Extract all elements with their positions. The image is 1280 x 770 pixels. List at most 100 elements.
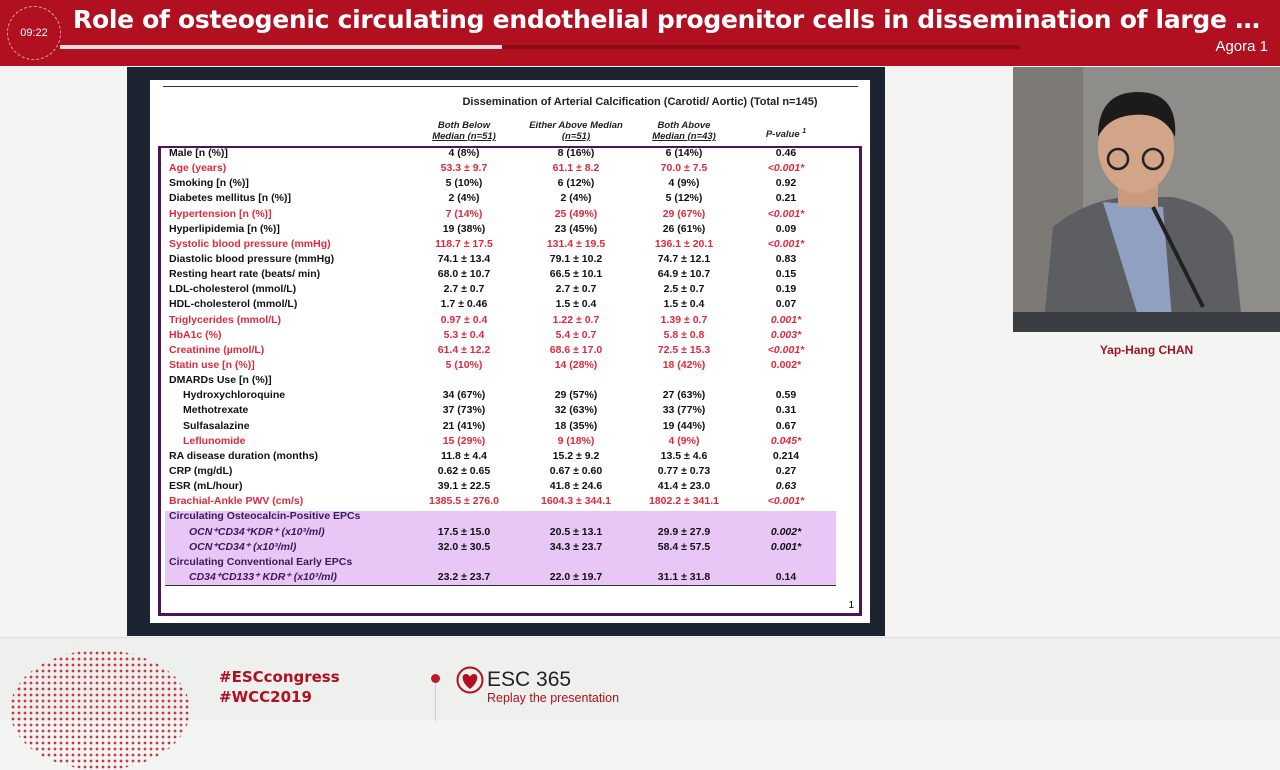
hashtag-wcc2019[interactable]: #WCC2019: [219, 688, 312, 706]
table-row: HbA1c (%) 5.3 ± 0.4 5.4 ± 0.7 5.8 ± 0.8 0.00…: [169, 329, 849, 344]
row-label: Hydroxychloroquine: [183, 389, 286, 402]
p-value: 0.15: [775, 268, 797, 281]
column-header: P-value 1: [766, 126, 806, 140]
cell-value: 66.5 ± 10.1: [549, 268, 603, 281]
row-label: HbA1c (%): [169, 328, 222, 341]
cell-value: 18 (35%): [554, 419, 598, 432]
p-value: 0.14: [775, 570, 797, 583]
cell-value: 2.5 ± 0.7: [663, 283, 705, 296]
row-label: RA disease duration (months): [169, 449, 318, 462]
table-row: Statin use [n (%)] 5 (10%) 14 (28%) 18 (42%…: [169, 359, 849, 374]
row-label: Circulating Osteocalcin-Positive EPCs: [169, 510, 361, 523]
row-label: OCN⁺CD34⁺ (x10³/ml): [189, 540, 297, 553]
cell-value: 9 (18%): [557, 434, 595, 447]
p-value: 0.003*: [770, 328, 802, 341]
esc365-title[interactable]: ESC 365: [487, 668, 572, 691]
column-header: Either Above Median (n=51): [529, 120, 623, 142]
cell-value: 74.7 ± 12.1: [657, 252, 711, 265]
cell-value: 131.4 ± 19.5: [546, 237, 606, 250]
row-label: Smoking [n (%)]: [169, 177, 249, 190]
presentation-title: Role of osteogenic circulating endotheli…: [73, 5, 1273, 34]
cell-value: 61.4 ± 12.2: [437, 343, 491, 356]
table-row: OCN⁺CD34⁺KDR⁺ (x10³/ml) 17.5 ± 15.0 20.5 ±…: [169, 526, 849, 541]
cell-value: 5 (10%): [445, 358, 483, 371]
table-row: Creatinine (µmol/L) 61.4 ± 12.2 68.6 ± 17.…: [169, 344, 849, 359]
row-label: Creatinine (µmol/L): [169, 343, 265, 356]
column-header: Both Below Median (n=51): [432, 120, 496, 142]
cell-value: 2 (4%): [448, 192, 480, 205]
cell-value: 23 (45%): [554, 222, 598, 235]
row-label: Age (years): [169, 162, 227, 175]
cell-value: 34.3 ± 23.7: [549, 540, 603, 553]
hashtag-esccongress[interactable]: #ESCcongress: [219, 668, 340, 686]
p-value: 0.09: [775, 222, 797, 235]
row-label: DMARDs Use [n (%)]: [169, 374, 272, 387]
row-label: Statin use [n (%)]: [169, 358, 255, 371]
row-label: Diabetes mellitus [n (%)]: [169, 192, 291, 205]
speaker-image: [1013, 67, 1280, 332]
row-label: HDL-cholesterol (mmol/L): [169, 298, 298, 311]
footer: #ESCcongress #WCC2019 ESC 365 Replay the…: [0, 637, 1280, 770]
progress-fill: [60, 45, 502, 49]
heart-icon: [456, 666, 484, 694]
esc365-replay-link[interactable]: Replay the presentation: [487, 691, 620, 705]
cell-value: 2 (4%): [560, 192, 592, 205]
cell-value: 4 (9%): [668, 434, 700, 447]
cell-value: 19 (44%): [662, 419, 706, 432]
cell-value: 33 (77%): [662, 404, 706, 417]
epc-highlight: [165, 511, 836, 586]
table-row: LDL-cholesterol (mmol/L) 2.7 ± 0.7 2.7 ± 0…: [169, 283, 849, 298]
table-row: CRP (mg/dL) 0.62 ± 0.65 0.67 ± 0.60 0.77 ± …: [169, 465, 849, 480]
cell-value: 5 (12%): [665, 192, 703, 205]
row-label: OCN⁺CD34⁺KDR⁺ (x10³/ml): [189, 525, 325, 538]
row-label: Methotrexate: [183, 404, 249, 417]
cell-value: 39.1 ± 22.5: [437, 480, 491, 493]
p-value: 0.83: [775, 252, 797, 265]
cell-value: 41.8 ± 24.6: [549, 480, 603, 493]
column-header-line2: Median (n=51): [432, 131, 496, 142]
p-value: <0.001*: [767, 495, 805, 508]
table-row: OCN⁺CD34⁺ (x10³/ml) 32.0 ± 30.5 34.3 ± 23.…: [169, 541, 849, 556]
table-row: Methotrexate 37 (73%) 32 (63%) 33 (77%) 0.31: [169, 404, 849, 419]
row-label: Sulfasalazine: [183, 419, 250, 432]
table-row: Age (years) 53.3 ± 9.7 61.1 ± 8.2 70.0 ± 7.…: [169, 162, 849, 177]
cell-value: 4 (8%): [448, 147, 480, 159]
table-row: Diabetes mellitus [n (%)] 2 (4%) 2 (4%) 5 (…: [169, 192, 849, 207]
cell-value: 15.2 ± 9.2: [552, 449, 600, 462]
table-row: ESR (mL/hour) 39.1 ± 22.5 41.8 ± 24.6 41.4 …: [169, 480, 849, 495]
cell-value: 13.5 ± 4.6: [660, 449, 708, 462]
table-row: Leflunomide 15 (29%) 9 (18%) 4 (9%) 0.045*: [169, 435, 849, 450]
cell-value: 1.5 ± 0.4: [663, 298, 705, 311]
cell-value: 4 (9%): [668, 177, 700, 190]
cell-value: 118.7 ± 17.5: [435, 237, 493, 250]
p-value: 0.31: [775, 404, 797, 417]
row-label: CRP (mg/dL): [169, 464, 233, 477]
cell-value: 11.8 ± 4.4: [440, 449, 488, 462]
row-label: LDL-cholesterol (mmol/L): [169, 283, 297, 296]
p-value: 0.63: [775, 480, 797, 493]
p-value: 0.67: [775, 419, 797, 432]
column-header-label: P-value: [765, 129, 800, 141]
cell-value: 64.9 ± 10.7: [657, 268, 711, 281]
cell-value: 29 (67%): [662, 207, 706, 220]
p-value: 0.59: [775, 389, 797, 402]
progress-bar[interactable]: [60, 45, 1020, 49]
cell-value: 1.7 ± 0.46: [440, 298, 488, 311]
column-header-line2: (n=51): [561, 131, 591, 142]
p-value: 0.19: [775, 283, 797, 296]
row-label: Resting heart rate (beats/ min): [169, 268, 321, 281]
row-label: Systolic blood pressure (mmHg): [169, 237, 331, 250]
footnote-marker: 1: [802, 128, 807, 135]
cell-value: 68.0 ± 10.7: [437, 268, 491, 281]
cell-value: 0.77 ± 0.73: [657, 464, 711, 477]
row-label: Hyperlipidemia [n (%)]: [169, 222, 280, 235]
cell-value: 20.5 ± 13.1: [549, 525, 603, 538]
cell-value: 27 (63%): [662, 389, 706, 402]
column-header-line1: Both Above: [657, 120, 711, 131]
table-row: Smoking [n (%)] 5 (10%) 6 (12%) 4 (9%) 0.92: [169, 177, 849, 192]
cell-value: 2.7 ± 0.7: [555, 283, 597, 296]
cell-value: 1385.5 ± 276.0: [429, 495, 499, 508]
header-bar: 09:22 Role of osteogenic circulating end…: [0, 0, 1280, 66]
row-label: Brachial-Ankle PWV (cm/s): [169, 495, 304, 508]
table-row: Circulating Conventional Early EPCs: [169, 556, 849, 571]
